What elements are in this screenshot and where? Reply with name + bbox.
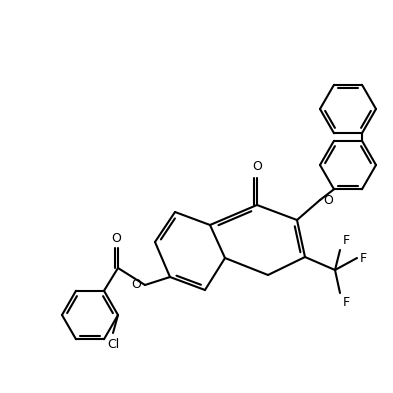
Text: F: F — [343, 234, 350, 247]
Text: O: O — [111, 232, 121, 245]
Text: Cl: Cl — [107, 338, 119, 351]
Text: O: O — [131, 279, 141, 292]
Text: O: O — [323, 193, 333, 206]
Text: F: F — [360, 252, 367, 264]
Text: F: F — [343, 296, 350, 309]
Text: O: O — [252, 160, 262, 173]
